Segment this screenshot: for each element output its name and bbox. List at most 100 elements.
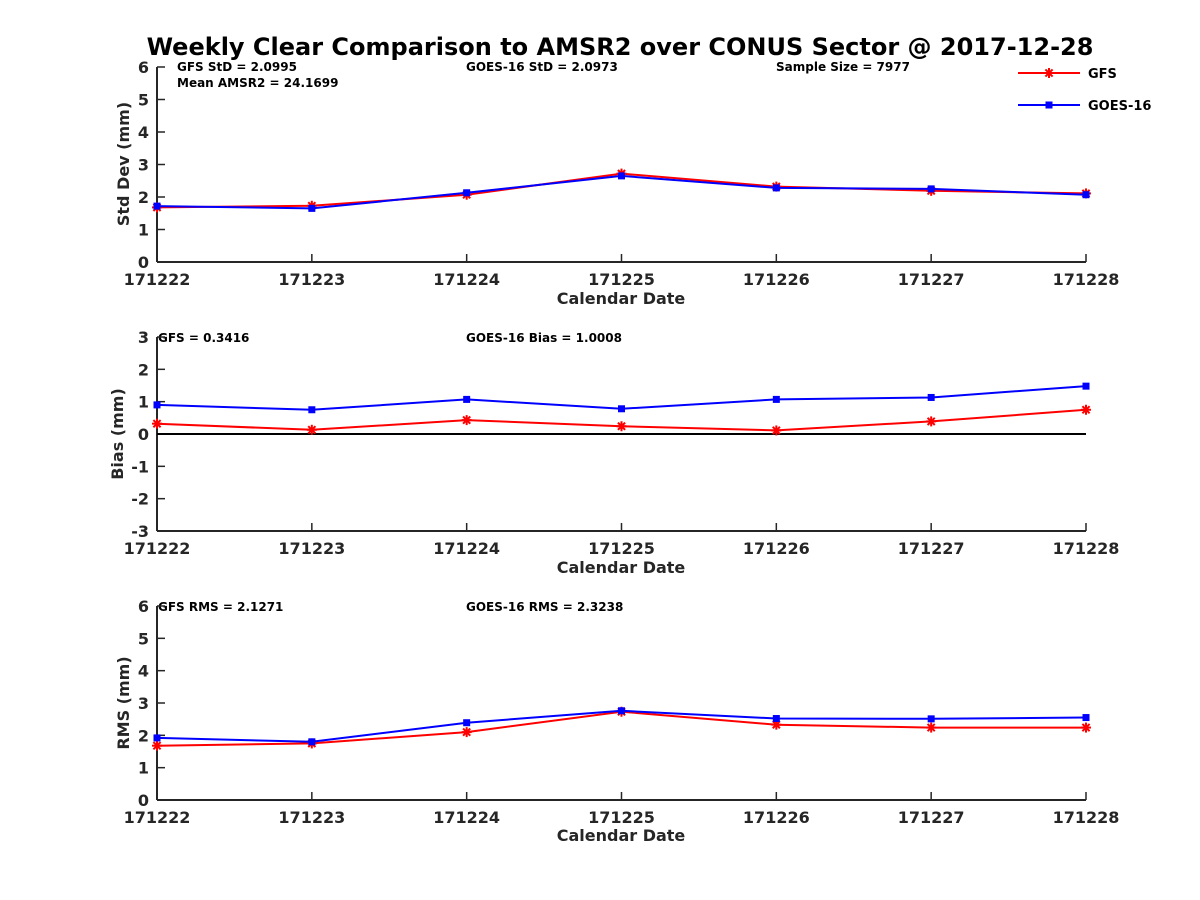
legend-goes16-marker: [1045, 101, 1053, 109]
data-point-gfs: [1081, 722, 1091, 733]
panel-bias-xlabel: Calendar Date: [557, 558, 686, 577]
y-tick-label: 0: [138, 253, 149, 272]
data-point-gfs: [152, 418, 162, 429]
x-tick-label: 171222: [124, 808, 191, 827]
data-point-goes-16: [1082, 382, 1090, 390]
y-tick-label: 0: [138, 791, 149, 810]
y-tick-label: 4: [138, 123, 149, 142]
legend-gfs-marker: [1044, 68, 1054, 78]
annotation-goes16-rms: GOES-16 RMS = 2.3238: [466, 600, 623, 614]
panel-rms-xlabel: Calendar Date: [557, 826, 686, 845]
legend-gfs-label: GFS: [1088, 67, 1117, 82]
panel-stddev-xlabel: Calendar Date: [557, 289, 686, 308]
y-tick-label: 6: [138, 58, 149, 77]
y-tick-label: 2: [138, 360, 149, 379]
x-tick-label: 171224: [433, 539, 500, 558]
annotation-gfs-std: GFS StD = 2.0995: [177, 60, 297, 74]
chart-legend: GFS GOES-16: [1018, 67, 1151, 114]
x-tick-label: 171225: [588, 808, 655, 827]
annotation-goes16-std: GOES-16 StD = 2.0973: [466, 60, 618, 74]
panel-rms: GFS RMS = 2.1271 GOES-16 RMS = 2.3238 RM…: [114, 597, 1119, 845]
data-point-goes-16: [463, 719, 471, 727]
panel-rms-ylabel: RMS (mm): [114, 656, 133, 749]
data-point-goes-16: [308, 406, 316, 414]
data-point-gfs: [926, 722, 937, 733]
data-point-gfs: [1081, 404, 1091, 415]
annotation-goes16-bias: GOES-16 Bias = 1.0008: [466, 331, 622, 345]
asterisk-shape: [1044, 68, 1054, 78]
x-tick-label: 171224: [433, 270, 500, 289]
data-point-goes-16: [153, 734, 161, 742]
data-point-gfs: [152, 740, 162, 751]
y-tick-label: 4: [138, 662, 149, 681]
panel-stddev-ylabel: Std Dev (mm): [114, 102, 133, 226]
data-point-gfs: [926, 416, 937, 427]
y-tick-label: 5: [138, 91, 149, 110]
data-point-goes-16: [153, 401, 161, 409]
x-tick-label: 171222: [124, 270, 191, 289]
data-point-goes-16: [618, 172, 625, 180]
data-point-goes-16: [772, 184, 780, 192]
data-point-gfs: [771, 425, 782, 436]
panel-stddev: GFS StD = 2.0995 Mean AMSR2 = 24.1699 GO…: [114, 58, 1119, 308]
data-point-goes-16: [1082, 714, 1090, 722]
data-point-goes-16: [772, 715, 780, 723]
data-point-gfs: [461, 415, 472, 426]
x-tick-label: 171228: [1053, 270, 1120, 289]
data-point-gfs: [616, 421, 627, 432]
annotation-gfs-rms: GFS RMS = 2.1271: [158, 600, 283, 614]
data-point-goes-16: [772, 395, 780, 403]
annotation-gfs-bias: GFS = 0.3416: [158, 331, 249, 345]
data-point-goes-16: [153, 202, 161, 210]
data-point-goes-16: [463, 189, 471, 197]
panel-stddev-marks: 0 1 2 3 4 5 6 171222 171223 171224 171225 171226 171…: [124, 58, 1120, 289]
chart-title: Weekly Clear Comparison to AMSR2 over CO…: [147, 33, 1094, 61]
data-point-goes-16: [308, 204, 316, 212]
annotation-sample-size: Sample Size = 7977: [776, 60, 910, 74]
annotation-mean-amsr2: Mean AMSR2 = 24.1699: [177, 76, 338, 90]
x-tick-label: 171227: [898, 270, 965, 289]
y-tick-label: -2: [131, 490, 149, 509]
x-tick-label: 171226: [743, 808, 810, 827]
y-tick-label: 3: [138, 328, 149, 347]
panel-rms-marks: 0 1 2 3 4 5 6 171222 171223 171224 171225 171226 171…: [124, 597, 1120, 827]
data-point-gfs: [461, 727, 472, 738]
x-tick-label: 171226: [743, 539, 810, 558]
x-tick-label: 171222: [124, 539, 191, 558]
data-point-goes-16: [927, 715, 935, 723]
panel-bias-ylabel: Bias (mm): [108, 388, 127, 480]
data-point-goes-16: [1082, 191, 1090, 199]
x-tick-label: 171223: [278, 539, 345, 558]
y-tick-label: 2: [138, 188, 149, 207]
x-tick-label: 171228: [1053, 539, 1120, 558]
series-line-goes-16: [156, 174, 1087, 210]
data-point-goes-16: [927, 185, 935, 193]
x-tick-label: 171226: [743, 270, 810, 289]
x-tick-label: 171227: [898, 808, 965, 827]
y-tick-label: 1: [138, 393, 149, 412]
data-point-goes-16: [618, 707, 625, 715]
x-tick-label: 171228: [1053, 808, 1120, 827]
x-tick-label: 171227: [898, 539, 965, 558]
data-point-goes-16: [308, 738, 316, 746]
data-point-gfs: [306, 424, 317, 435]
x-tick-label: 171225: [588, 270, 655, 289]
y-tick-label: -1: [131, 457, 149, 476]
y-tick-label: -3: [131, 522, 149, 541]
y-tick-label: 0: [138, 425, 149, 444]
data-point-goes-16: [927, 393, 935, 401]
x-tick-label: 171223: [278, 270, 345, 289]
x-tick-label: 171225: [588, 539, 655, 558]
panel-bias: GFS = 0.3416 GOES-16 Bias = 1.0008 Bias …: [108, 328, 1119, 577]
legend-goes16-label: GOES-16: [1088, 99, 1151, 114]
panel-bias-marks: -3 -2 -1 0 1 2 3 171222 171223 171224 171225 171226…: [124, 328, 1120, 558]
y-tick-label: 5: [138, 629, 149, 648]
y-tick-label: 3: [138, 694, 149, 713]
y-tick-label: 3: [138, 156, 149, 175]
y-tick-label: 1: [138, 759, 149, 778]
data-point-goes-16: [618, 405, 625, 413]
y-tick-label: 1: [138, 221, 149, 240]
y-tick-label: 6: [138, 597, 149, 616]
x-tick-label: 171223: [278, 808, 345, 827]
